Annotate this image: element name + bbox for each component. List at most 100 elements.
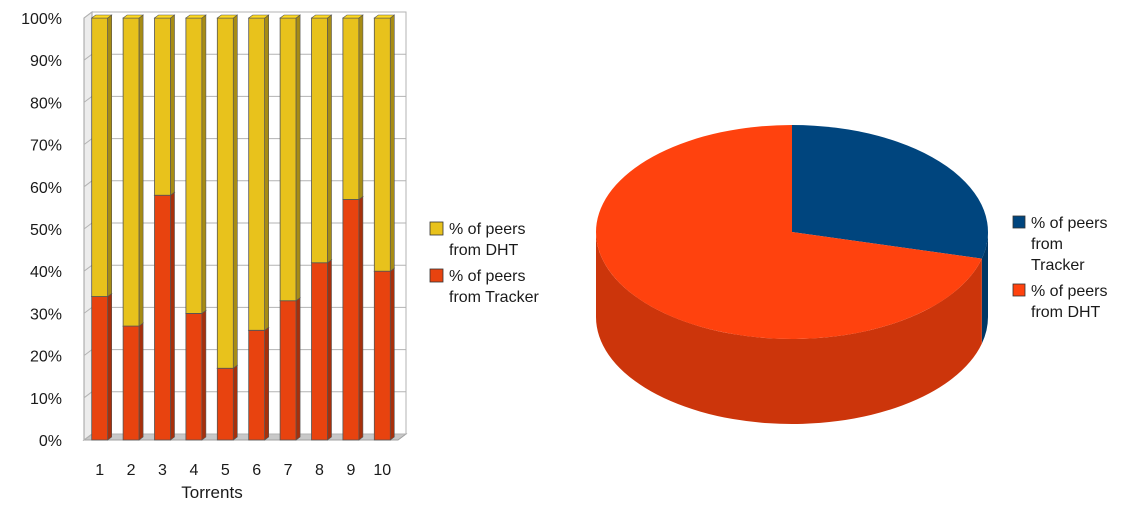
legend-item: % of peers from DHT [429, 221, 525, 259]
bar-side-face [233, 14, 238, 369]
bar-chart-x-tick-label: 7 [284, 462, 293, 479]
bar-top-face [122, 14, 145, 19]
bar-side-face [170, 14, 175, 196]
pie-slice [596, 125, 982, 339]
bar-segment [310, 259, 333, 441]
bar-chart-y-tick-label: 70% [30, 138, 62, 155]
stacked-bar-chart: 0% 10% 20% 30% 40% 50% 60% 70% 80% 90% 100% 1 2 3 4 5 6… [21, 11, 539, 502]
bar-front-face [279, 17, 297, 302]
bar-side-face [295, 297, 301, 441]
bar-side-face [170, 191, 175, 441]
bar-chart-y-tick-label: 60% [30, 180, 62, 197]
bar-front-face [248, 329, 266, 441]
bar-chart-y-tick-label: 90% [30, 53, 62, 70]
bar-front-face [311, 262, 328, 441]
bar-segment [90, 14, 113, 298]
bar-front-face [185, 312, 203, 441]
bar-segment [247, 14, 270, 331]
bar-side-face [107, 14, 112, 298]
bar-segment [184, 14, 207, 314]
bar-side-face [327, 259, 332, 441]
bar-front-face [248, 17, 266, 331]
bar-segment [153, 14, 176, 196]
legend-item: % of peers from DHT [1012, 283, 1107, 321]
legend-swatch [1012, 215, 1026, 229]
legend-swatch [1012, 283, 1026, 297]
legend-label: % of peers [1031, 215, 1107, 232]
bar-chart-y-tick-label: 100% [21, 11, 62, 28]
legend-label: Tracker [1031, 257, 1085, 274]
bar-side-face [327, 14, 332, 264]
legend-item: % of peers from Tracker [1012, 215, 1107, 274]
legend-swatch [429, 221, 444, 236]
bar-chart-legend: % of peers from DHT % of peers from Tracker [429, 221, 539, 306]
legend-label: % of peers [1031, 283, 1107, 300]
bar-front-face [154, 17, 171, 196]
bar-top-face [153, 14, 176, 19]
bar-front-face [216, 367, 234, 441]
bar-top-face [216, 14, 239, 19]
bar-top-face [279, 14, 302, 19]
bar-side-face [201, 14, 207, 314]
bar-side-face [138, 14, 144, 327]
bar-side-face [201, 309, 207, 441]
bar-chart-x-tick-label: 4 [189, 462, 198, 479]
bar-chart-y-tick-label: 40% [30, 264, 62, 281]
legend-label: % of peers [449, 268, 525, 285]
bar-segment [216, 14, 239, 369]
bar-segment [279, 14, 302, 302]
pie-slice [792, 125, 989, 259]
bar-segment [341, 195, 364, 441]
pie-chart: % of peers from Tracker % of peers from DHT [596, 125, 1107, 424]
bar-chart-x-tick-label: 1 [95, 462, 104, 479]
bar-chart-y-tick-label: 10% [30, 391, 62, 408]
pie-slice-side [981, 232, 988, 344]
bar-chart-x-tick-label: 8 [315, 462, 324, 479]
legend-item: % of peers from Tracker [429, 268, 539, 306]
bar-segment [153, 191, 176, 441]
legend-swatch [429, 268, 444, 283]
bar-chart-bars [90, 14, 396, 441]
bar-front-face [122, 325, 140, 441]
bar-chart-x-tick-label: 2 [127, 462, 136, 479]
bar-chart-x-axis-label: Torrents [181, 483, 242, 502]
bar-top-face [247, 14, 270, 19]
bar-segment [122, 322, 145, 441]
legend-label: from DHT [449, 242, 519, 259]
bar-segment [216, 364, 239, 441]
bar-front-face [91, 296, 109, 441]
bar-side-face [389, 14, 395, 272]
bar-front-face [185, 17, 203, 314]
bar-chart-y-tick-label: 80% [30, 95, 62, 112]
bar-segment [310, 14, 333, 264]
bar-side-face [264, 14, 270, 331]
bar-front-face [342, 17, 360, 200]
bar-chart-x-tick-labels: 1 2 3 4 5 6 7 8 9 10 [95, 462, 391, 479]
bar-side-face [107, 292, 112, 441]
bar-front-face [279, 300, 297, 441]
bar-side-face [389, 267, 395, 441]
bar-front-face [91, 17, 109, 297]
bar-segment [373, 14, 396, 272]
bar-segment [184, 309, 207, 441]
bar-side-face [295, 14, 301, 302]
bar-segment [122, 14, 145, 327]
bar-chart-y-tick-label: 30% [30, 306, 62, 323]
bar-front-face [311, 17, 328, 264]
bar-chart-gridline [83, 11, 406, 19]
legend-label: from [1031, 236, 1063, 253]
bar-chart-x-tick-label: 6 [252, 462, 261, 479]
bar-top-face [341, 14, 364, 19]
bar-segment [247, 326, 270, 441]
bar-front-face [373, 270, 391, 441]
bar-chart-y-tick-label: 50% [30, 222, 62, 239]
bar-chart-x-tick-label: 9 [346, 462, 355, 479]
bar-chart-y-tick-labels: 0% 10% 20% 30% 40% 50% 60% 70% 80% 90% 100% [21, 11, 62, 450]
bar-top-face [373, 14, 396, 19]
bar-front-face [216, 17, 234, 369]
bar-chart-y-tick-label: 20% [30, 349, 62, 366]
bar-side-face [358, 14, 364, 201]
bar-chart-y-tick-label: 0% [39, 433, 62, 450]
bar-top-face [184, 14, 207, 19]
